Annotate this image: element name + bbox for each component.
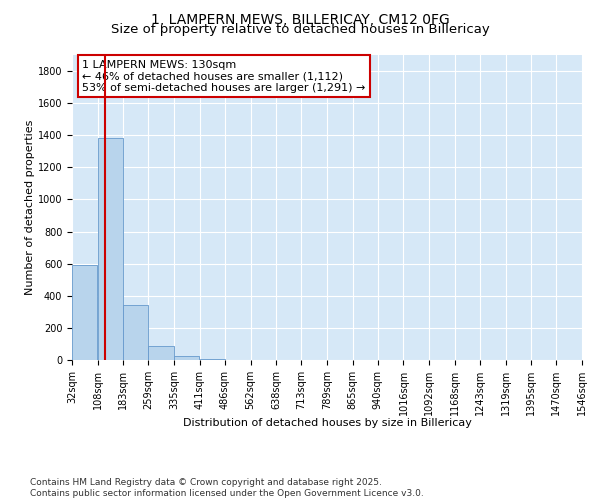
Y-axis label: Number of detached properties: Number of detached properties bbox=[25, 120, 35, 295]
X-axis label: Distribution of detached houses by size in Billericay: Distribution of detached houses by size … bbox=[182, 418, 472, 428]
Bar bbox=[200, 359, 225, 360]
Bar bbox=[148, 346, 173, 360]
Text: Contains HM Land Registry data © Crown copyright and database right 2025.
Contai: Contains HM Land Registry data © Crown c… bbox=[30, 478, 424, 498]
Text: 1 LAMPERN MEWS: 130sqm
← 46% of detached houses are smaller (1,112)
53% of semi-: 1 LAMPERN MEWS: 130sqm ← 46% of detached… bbox=[82, 60, 365, 93]
Bar bbox=[174, 356, 199, 360]
Text: 1, LAMPERN MEWS, BILLERICAY, CM12 0FG: 1, LAMPERN MEWS, BILLERICAY, CM12 0FG bbox=[151, 12, 449, 26]
Bar bbox=[123, 306, 148, 360]
Text: Size of property relative to detached houses in Billericay: Size of property relative to detached ho… bbox=[110, 22, 490, 36]
Bar bbox=[98, 138, 122, 360]
Bar bbox=[72, 266, 97, 360]
